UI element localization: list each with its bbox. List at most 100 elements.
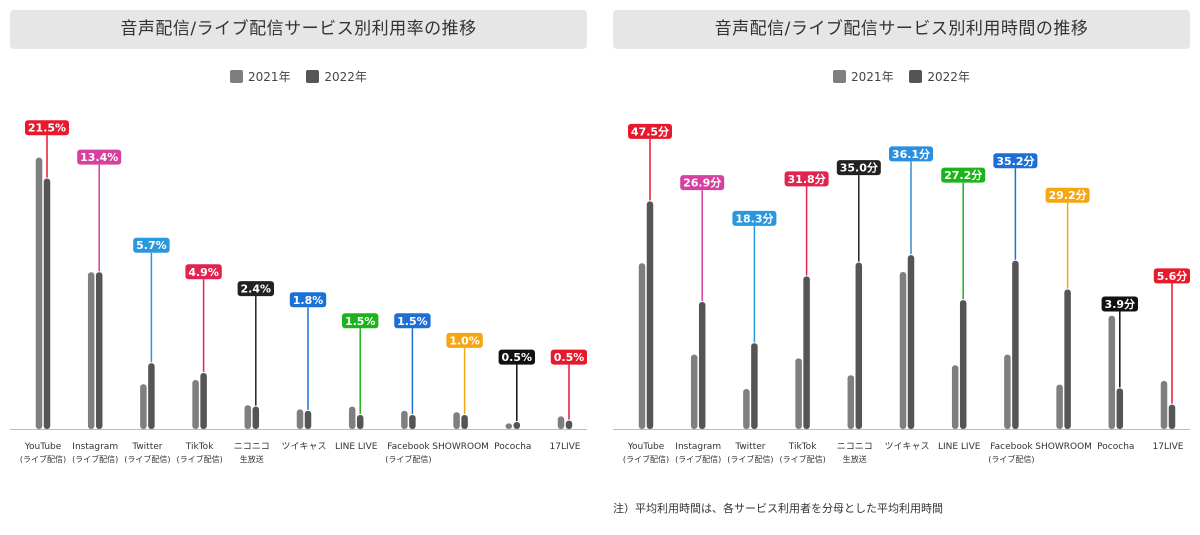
bar-2022 xyxy=(356,415,364,429)
bar-2022 xyxy=(148,363,155,429)
usage-rate-panel: 音声配信/ライブ配信サービス別利用率の推移 2021年 2022年 21.5% Y… xyxy=(10,0,587,535)
category-label: Twitter xyxy=(734,442,765,452)
category-label: ツイキャス xyxy=(281,442,326,452)
value-label: 29.2分 xyxy=(1049,188,1087,202)
bar-2022 xyxy=(409,415,416,429)
value-label: 31.8分 xyxy=(788,172,826,186)
category-label: 17LIVE xyxy=(1153,442,1184,452)
bar-2022 xyxy=(1064,289,1071,429)
value-label-bg xyxy=(1045,187,1090,203)
bar-2021 xyxy=(638,263,646,429)
value-label-bg xyxy=(836,160,881,176)
category-label: SHOWROOM xyxy=(1035,442,1092,452)
value-label-bg xyxy=(1101,296,1138,312)
value-label: 4.9% xyxy=(188,266,219,279)
category-label: Instagram xyxy=(675,442,721,452)
category-label: (ライブ配信) xyxy=(675,454,721,464)
bar-2022 xyxy=(1168,404,1176,429)
value-label: 1.5% xyxy=(345,315,376,328)
legend-item-2022: 2022年 xyxy=(306,68,367,85)
value-label: 0.5% xyxy=(502,351,533,364)
value-label: 36.1分 xyxy=(892,147,930,161)
value-label-bg xyxy=(784,171,829,187)
legend-label-2022: 2022年 xyxy=(324,70,367,84)
footnote: 注）平均利用時間は、各サービス利用者を分母とした平均利用時間 xyxy=(613,502,943,515)
category-label: Pococha xyxy=(1097,442,1134,452)
bar-2021 xyxy=(35,157,43,429)
bar-2022 xyxy=(646,201,654,429)
bar-2021 xyxy=(743,388,750,429)
value-label-bg xyxy=(77,149,122,165)
category-label: (ライブ配信) xyxy=(727,454,773,464)
value-label-bg xyxy=(342,313,379,329)
value-label: 35.2分 xyxy=(996,154,1034,168)
category-label: Facebook xyxy=(990,442,1033,452)
bar-2021 xyxy=(244,405,252,429)
category-label: (ライブ配信) xyxy=(72,454,118,464)
category-label: SHOWROOM xyxy=(432,442,489,452)
category-label: YouTube xyxy=(627,442,665,452)
value-label: 27.2分 xyxy=(944,168,982,182)
category-label: ツイキャス xyxy=(884,442,929,452)
value-label: 35.0分 xyxy=(840,161,878,175)
legend-swatch-2021 xyxy=(833,70,847,83)
legend-swatch-2021 xyxy=(230,70,244,83)
bar-2022 xyxy=(1116,388,1124,429)
bar-2022 xyxy=(855,262,863,429)
category-label: (ライブ配信) xyxy=(779,454,825,464)
bar-2022 xyxy=(698,302,706,429)
value-label: 5.7% xyxy=(136,239,167,252)
value-label-bg xyxy=(237,281,274,297)
value-label: 5.6分 xyxy=(1157,269,1188,283)
chart-title: 音声配信/ライブ配信サービス別利用時間の推移 xyxy=(613,10,1190,49)
category-label: 生放送 xyxy=(843,454,867,464)
value-label: 47.5分 xyxy=(631,124,669,138)
legend: 2021年 2022年 xyxy=(613,68,1190,85)
bar-2022 xyxy=(461,415,468,429)
value-label-bg xyxy=(889,146,933,162)
value-label-bg xyxy=(25,120,69,136)
value-label-bg xyxy=(185,264,222,280)
bar-2022 xyxy=(803,276,810,429)
bar-2021 xyxy=(795,358,802,429)
bar-2021 xyxy=(453,412,460,429)
category-label: ニコニコ xyxy=(837,442,873,452)
legend-item-2021: 2021年 xyxy=(833,68,894,85)
value-label-bg xyxy=(394,313,431,329)
value-label-bg xyxy=(993,153,1038,169)
value-label: 21.5% xyxy=(28,122,66,135)
value-label: 1.5% xyxy=(397,315,428,328)
bar-2021 xyxy=(192,380,199,429)
legend-swatch-2022 xyxy=(909,70,923,83)
category-label: ニコニコ xyxy=(234,442,270,452)
value-label-bg xyxy=(289,292,327,308)
legend-label-2021: 2021年 xyxy=(248,70,291,84)
value-label-bg xyxy=(133,237,170,253)
category-label: YouTube xyxy=(24,442,62,452)
bar-2021 xyxy=(1004,354,1011,429)
bar-2021 xyxy=(557,416,565,429)
bar-2022 xyxy=(513,422,521,429)
bar-2022 xyxy=(565,420,573,429)
legend-item-2022: 2022年 xyxy=(909,68,970,85)
usage-time-panel: 音声配信/ライブ配信サービス別利用時間の推移 2021年 2022年 47.5分… xyxy=(613,0,1190,535)
value-label-bg xyxy=(1153,268,1190,284)
legend-label-2021: 2021年 xyxy=(851,70,894,84)
category-label: TikTok xyxy=(788,442,817,452)
bar-2022 xyxy=(751,343,758,429)
bar-2021 xyxy=(505,423,513,429)
bar-2022 xyxy=(252,406,260,429)
bar-2022 xyxy=(95,272,103,429)
bar-2021 xyxy=(690,354,698,429)
value-label-bg xyxy=(550,349,587,365)
category-label: Twitter xyxy=(131,442,162,452)
value-label: 13.4% xyxy=(80,151,118,164)
bar-2022 xyxy=(959,300,967,429)
value-label: 1.0% xyxy=(449,334,480,347)
category-label: LINE LIVE xyxy=(335,442,378,452)
value-label: 0.5% xyxy=(554,351,585,364)
bar-2021 xyxy=(1108,315,1116,429)
legend-label-2022: 2022年 xyxy=(927,70,970,84)
usage-time-chart: 47.5分 YouTube (ライブ配信) 26.9分 Instagram (ライブ配信)… xyxy=(613,123,1190,464)
value-label: 1.8% xyxy=(293,294,324,307)
